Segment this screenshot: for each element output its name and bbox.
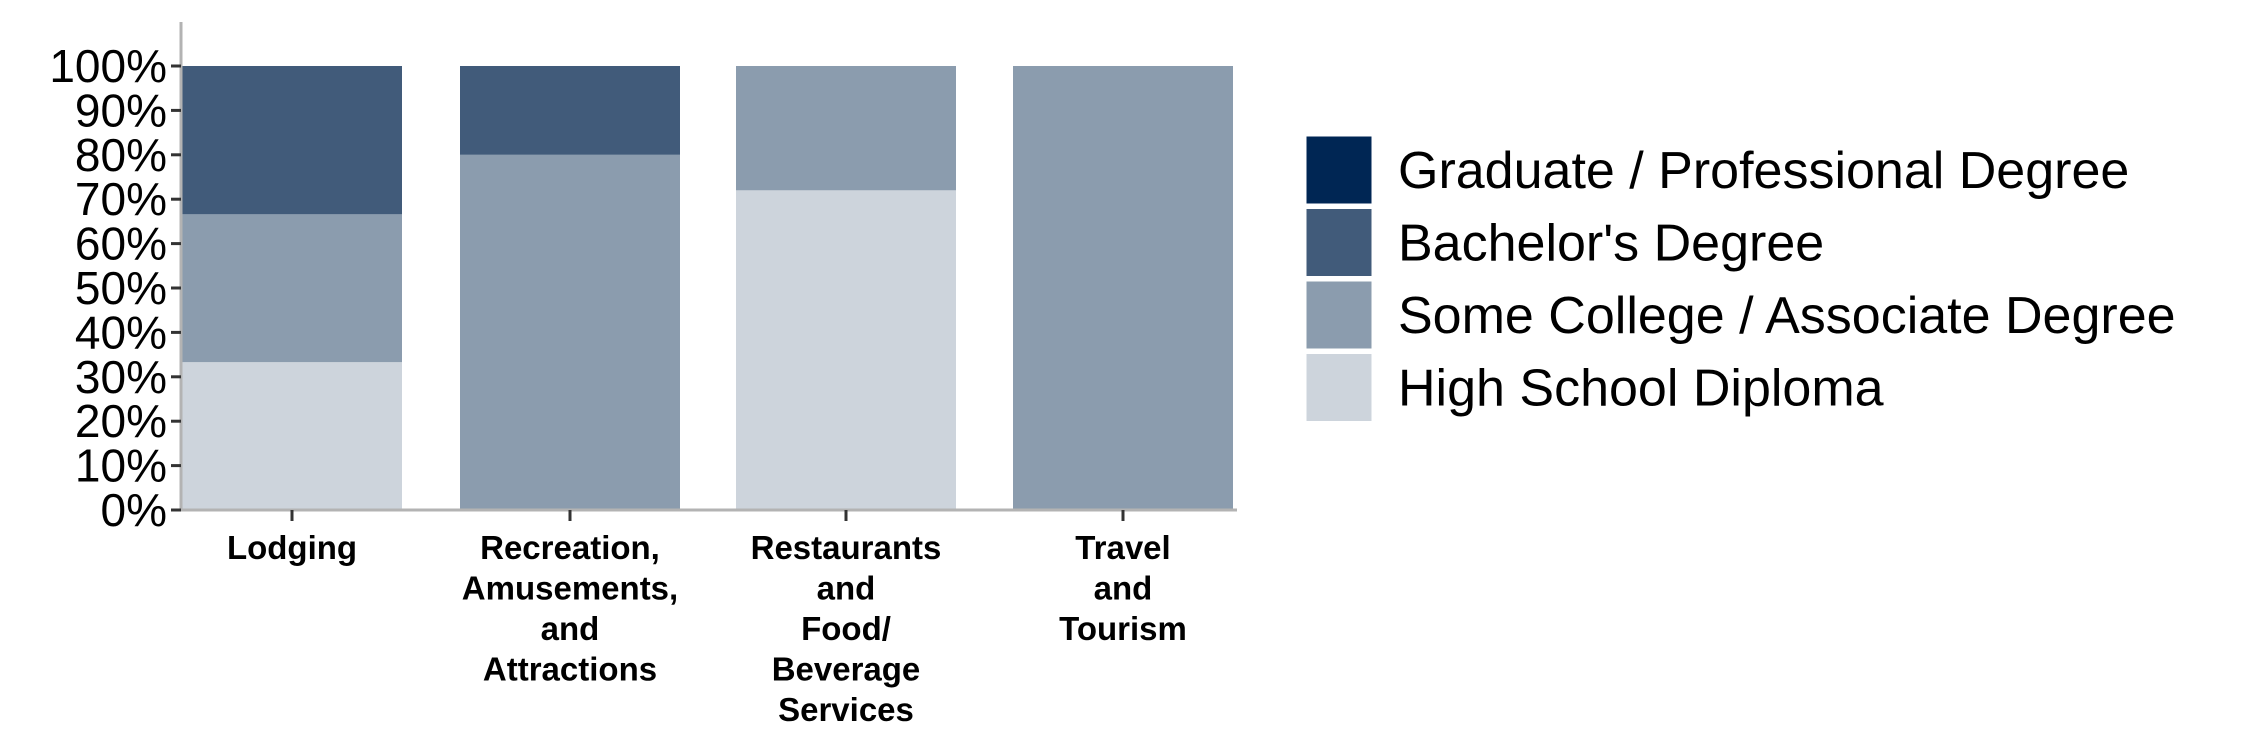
y-tick-label: 0% xyxy=(101,484,167,536)
x-tick-label-line: Services xyxy=(778,691,914,728)
y-tick-label: 20% xyxy=(75,395,167,447)
x-tick-label-line: Restaurants xyxy=(751,529,942,566)
bar-segment-3-1 xyxy=(1013,66,1233,510)
y-tick-label: 70% xyxy=(75,173,167,225)
bar-segment-0-1 xyxy=(182,214,402,363)
y-tick-label: 30% xyxy=(75,351,167,403)
x-tick-label: Recreation, Amusements, and Attractions xyxy=(462,529,678,688)
legend-key xyxy=(1303,206,1375,279)
legend-label: Graduate / Professional Degree xyxy=(1398,142,2129,200)
bar-segment-2-1 xyxy=(736,66,956,191)
x-tick-label-line: and xyxy=(817,570,876,607)
bar-segment-0-0 xyxy=(182,362,402,510)
y-tick-label: 40% xyxy=(75,306,167,358)
legend-label: High School Diploma xyxy=(1398,360,1884,418)
bar-segment-1-2 xyxy=(460,66,680,155)
x-tick-label: Travel and Tourism xyxy=(1059,529,1187,647)
x-tick-label-line: Amusements, xyxy=(462,570,678,607)
y-tick-label: 10% xyxy=(75,440,167,492)
legend-key xyxy=(1303,133,1375,207)
x-tick-label-line: Travel xyxy=(1075,529,1170,566)
legend-key xyxy=(1303,351,1375,424)
x-tick-label-line: and xyxy=(1094,570,1153,607)
bar-segment-1-1 xyxy=(460,154,680,511)
legend-label: Some College / Associate Degree xyxy=(1398,287,2176,345)
y-tick-label: 80% xyxy=(75,129,167,181)
y-tick-label: 50% xyxy=(75,262,167,314)
y-tick-label: 90% xyxy=(75,84,167,136)
x-tick-label-line: Attractions xyxy=(483,651,657,688)
y-tick-label: 60% xyxy=(75,218,167,270)
x-tick-label-line: Beverage xyxy=(772,651,921,688)
legend-key xyxy=(1303,278,1375,352)
legend-label: Bachelor's Degree xyxy=(1398,215,1824,273)
x-tick-label-line: Recreation, xyxy=(480,529,660,566)
x-tick-label-line: Food/ xyxy=(801,610,891,647)
x-tick-label: Lodging xyxy=(227,529,357,566)
y-tick-label: 100% xyxy=(49,40,167,92)
x-tick-label-line: and xyxy=(541,610,600,647)
x-tick-label-line: Tourism xyxy=(1059,610,1187,647)
bar-segment-2-0 xyxy=(736,190,956,510)
x-tick-label-line: Lodging xyxy=(227,529,357,566)
bar-segment-0-2 xyxy=(182,66,402,215)
x-tick-label: Restaurants and Food/Beverage Services xyxy=(751,529,942,728)
